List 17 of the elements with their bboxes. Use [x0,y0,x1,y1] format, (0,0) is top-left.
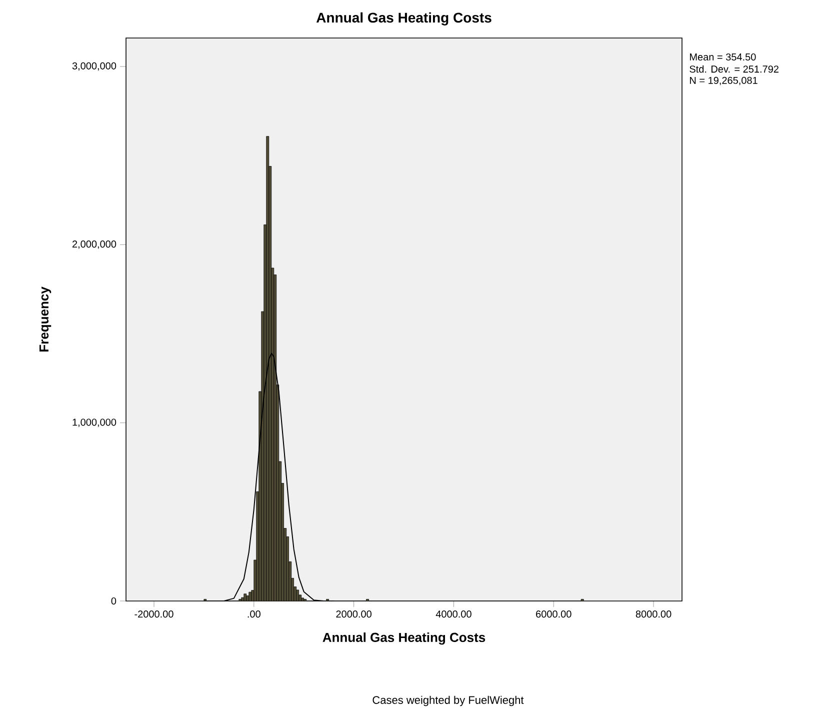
text: Std. Dev. = 251.792 [690,65,778,73]
x-tick-label: .00 [248,610,260,618]
y-tick-label: 1,000,000 [72,418,116,427]
x-axis-title: Annual Gas Heating Costs [322,632,486,645]
y-tick-label: 2,000,000 [72,240,116,249]
text: N = 19,265,081 [690,76,758,86]
y-tick-label: 0 [111,597,116,605]
y-tick-label: 3,000,000 [72,62,116,71]
x-tick-label: 6000.00 [536,610,572,618]
x-tick-label: -2000.00 [134,610,174,618]
x-tick-label: 2000.00 [336,610,372,618]
chart-title: Annual Gas Heating Costs [316,12,492,26]
x-tick-label: 4000.00 [436,610,472,618]
text: Mean = 354.50 [690,53,756,61]
x-tick-label: 8000.00 [636,610,672,618]
text: Cases weighted by FuelWieght [372,696,524,706]
y-axis-title: Frequency [39,286,52,352]
